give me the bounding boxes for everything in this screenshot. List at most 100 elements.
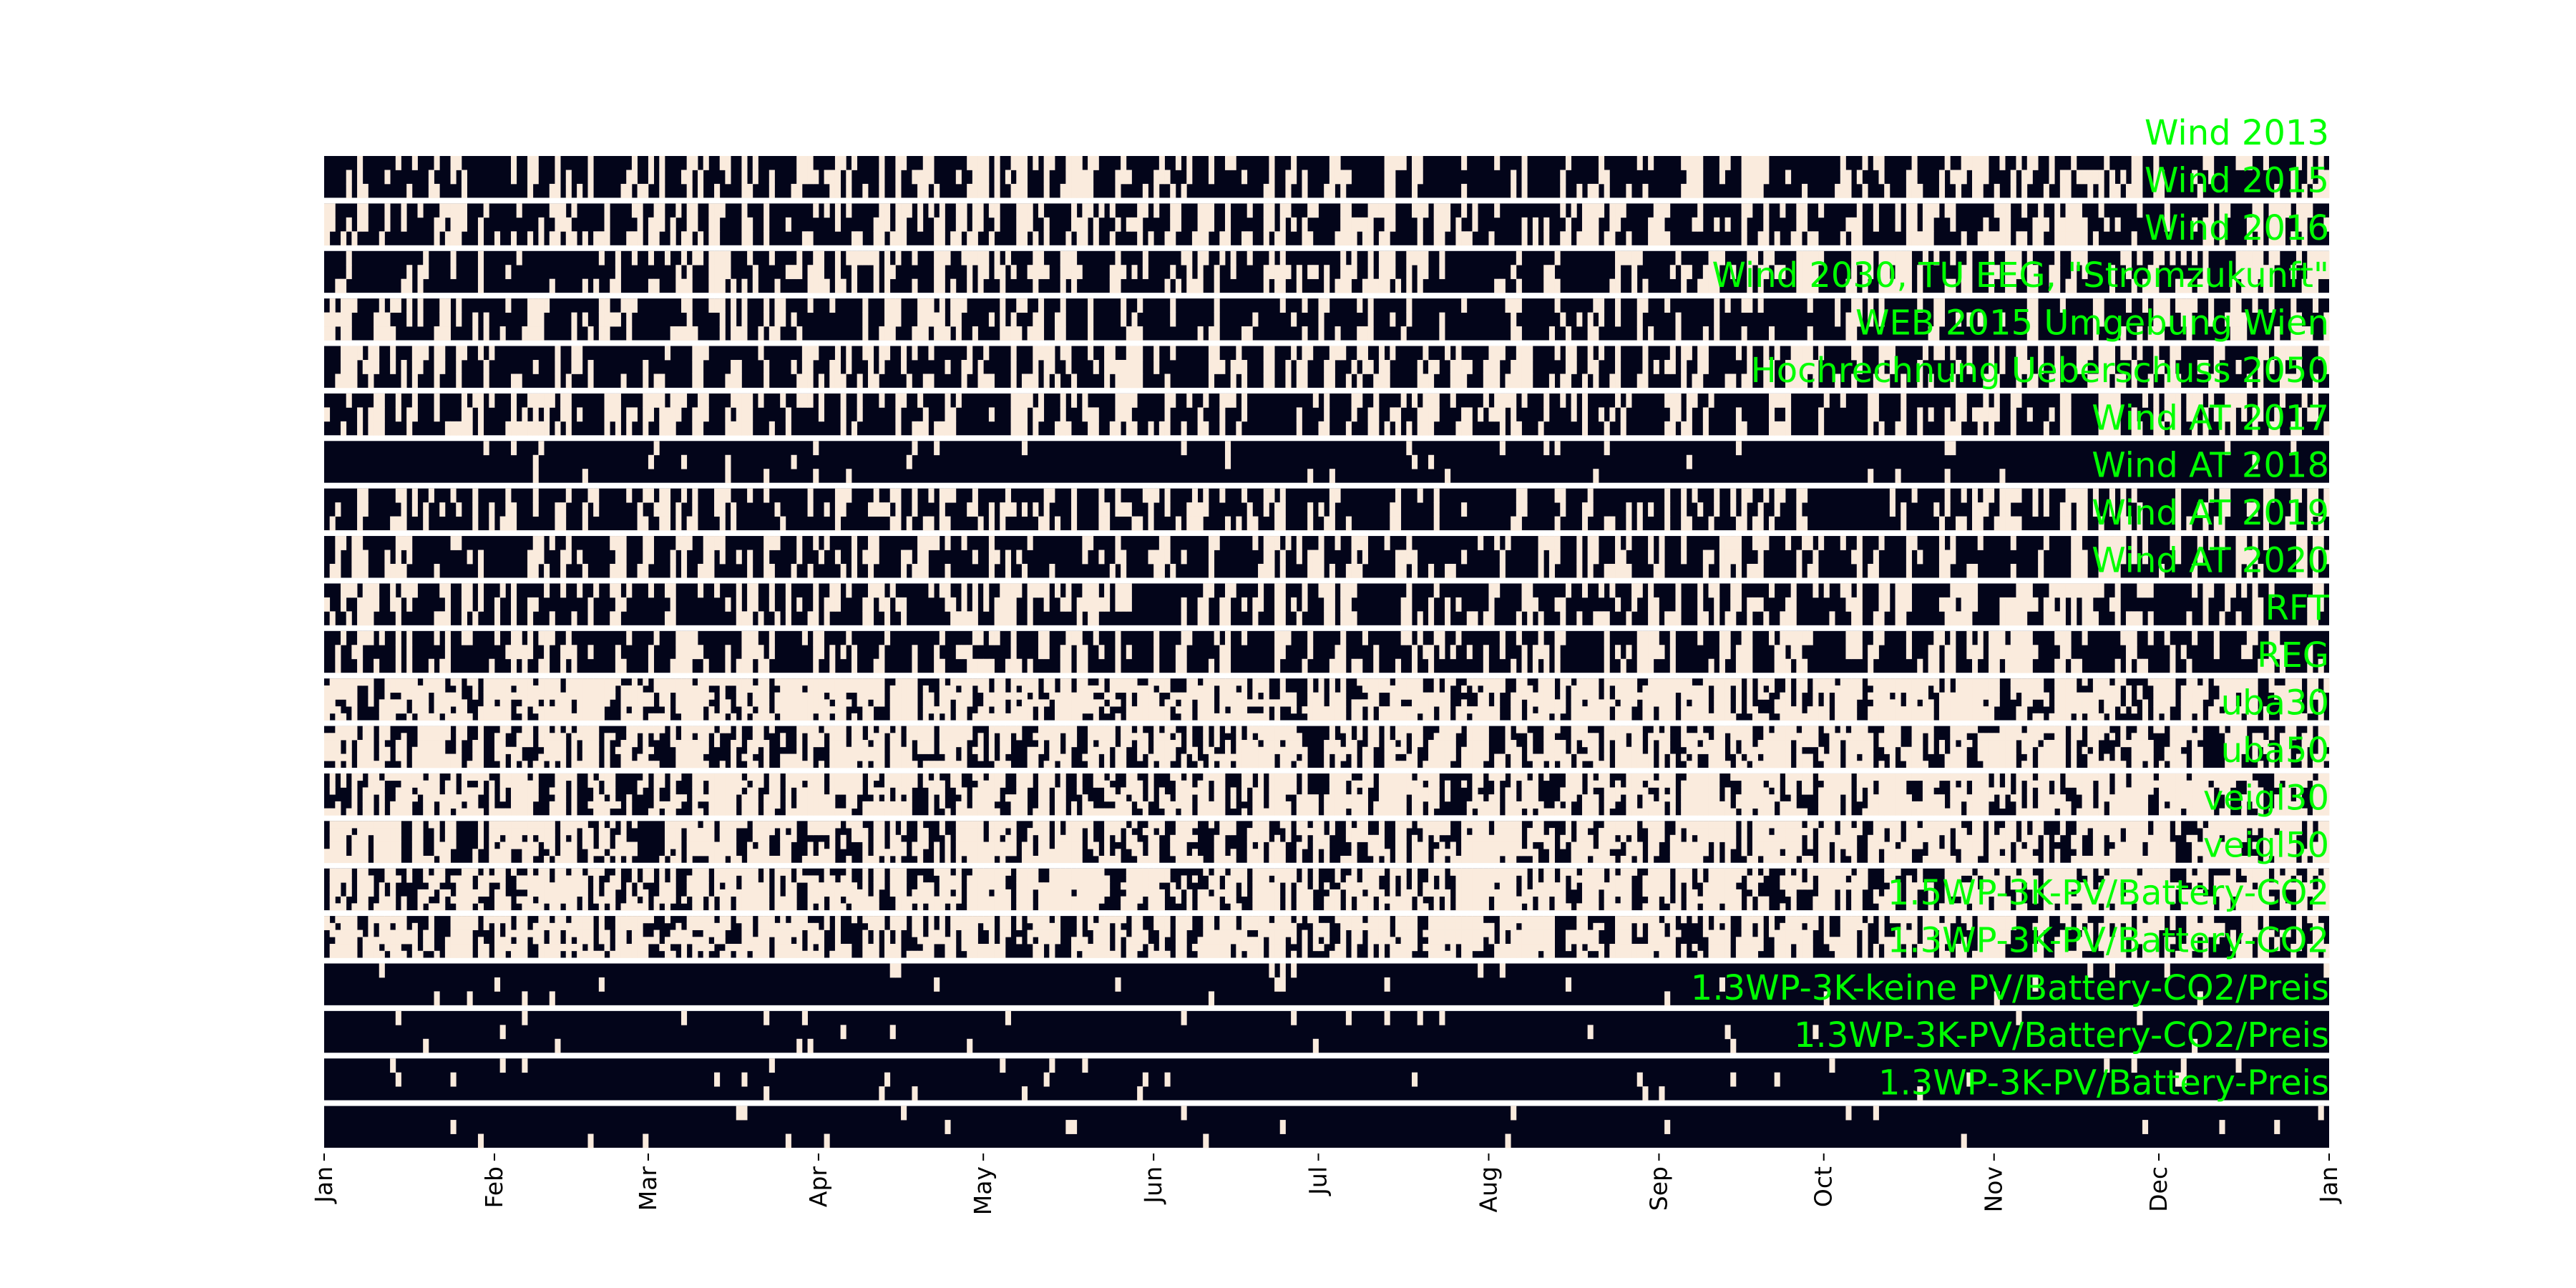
heatmap-cell bbox=[725, 421, 731, 436]
heatmap-cell bbox=[967, 502, 973, 517]
heatmap-cell bbox=[1367, 278, 1374, 293]
heatmap-cell bbox=[2230, 326, 2236, 341]
heatmap-cell bbox=[1021, 156, 1028, 170]
heatmap-cell bbox=[461, 170, 467, 185]
heatmap-cell bbox=[1082, 536, 1088, 550]
heatmap-cell bbox=[1208, 170, 1215, 185]
heatmap-cell bbox=[1724, 156, 1731, 170]
heatmap-cell bbox=[791, 312, 797, 327]
heatmap-cell bbox=[1038, 326, 1045, 341]
heatmap-cell bbox=[1351, 393, 1357, 408]
heatmap-cell bbox=[2065, 183, 2072, 198]
heatmap-cell bbox=[1565, 359, 1572, 374]
heatmap-cell bbox=[829, 692, 836, 700]
heatmap-cell bbox=[653, 374, 660, 389]
heatmap-cell bbox=[417, 692, 424, 700]
heatmap-cell bbox=[1983, 217, 1989, 232]
heatmap-cell bbox=[494, 611, 501, 626]
heatmap-cell bbox=[2059, 421, 2066, 436]
heatmap-cell bbox=[1461, 713, 1468, 721]
heatmap-cell bbox=[829, 583, 836, 598]
heatmap-cell bbox=[1329, 692, 1335, 700]
heatmap-cell bbox=[698, 393, 704, 408]
heatmap-cell bbox=[1692, 706, 1698, 714]
heatmap-cell bbox=[983, 250, 990, 265]
heatmap-cell bbox=[565, 536, 572, 550]
heatmap-cell bbox=[1367, 265, 1374, 280]
heatmap-cell bbox=[664, 250, 671, 265]
heatmap-cell bbox=[2274, 231, 2280, 246]
heatmap-cell bbox=[664, 706, 671, 714]
heatmap-cell bbox=[1197, 278, 1204, 293]
heatmap-cell bbox=[1648, 156, 1654, 170]
heatmap-cell bbox=[972, 597, 978, 612]
heatmap-cell bbox=[1587, 346, 1594, 361]
heatmap-cell bbox=[873, 678, 879, 686]
heatmap-cell bbox=[450, 488, 457, 503]
heatmap-cell bbox=[2252, 550, 2258, 565]
heatmap-cell bbox=[1813, 563, 1819, 578]
heatmap-cell bbox=[1719, 706, 1725, 714]
heatmap-cell bbox=[1664, 692, 1671, 700]
heatmap-cell bbox=[1181, 692, 1187, 700]
heatmap-cell bbox=[977, 156, 984, 170]
heatmap-cell bbox=[2082, 630, 2088, 645]
heatmap-cell bbox=[1109, 203, 1116, 218]
heatmap-cell bbox=[1735, 421, 1742, 436]
heatmap-cell bbox=[879, 502, 885, 517]
heatmap-cell bbox=[945, 583, 951, 598]
heatmap-cell bbox=[2235, 265, 2242, 280]
heatmap-cell bbox=[1258, 713, 1264, 721]
heatmap-cell bbox=[648, 393, 655, 408]
heatmap-cell bbox=[2197, 278, 2203, 293]
heatmap-cell bbox=[406, 685, 413, 693]
heatmap-cell bbox=[939, 231, 945, 246]
heatmap-cell bbox=[1741, 374, 1747, 389]
heatmap-cell bbox=[2263, 278, 2269, 293]
heatmap-cell bbox=[1851, 597, 1858, 612]
heatmap-cell bbox=[901, 692, 907, 700]
heatmap-cell bbox=[719, 685, 726, 693]
heatmap-cell bbox=[1367, 699, 1374, 707]
heatmap-cell bbox=[950, 312, 957, 327]
heatmap-cell bbox=[829, 183, 836, 198]
heatmap-cell bbox=[680, 298, 688, 313]
heatmap-cell bbox=[1423, 421, 1429, 436]
heatmap-cell bbox=[1428, 374, 1435, 389]
heatmap-cell bbox=[1955, 393, 1962, 408]
heatmap-cell bbox=[2120, 250, 2127, 265]
heatmap-cell bbox=[499, 516, 506, 531]
heatmap-cell bbox=[686, 170, 693, 185]
heatmap-cell bbox=[934, 217, 940, 232]
heatmap-cell bbox=[2202, 407, 2209, 422]
heatmap-cell bbox=[1516, 611, 1522, 626]
heatmap-cell bbox=[1033, 278, 1039, 293]
heatmap-cell bbox=[2159, 312, 2165, 327]
heatmap-cell bbox=[1121, 550, 1127, 565]
heatmap-cell bbox=[1532, 217, 1538, 232]
heatmap-cell bbox=[2175, 346, 2182, 361]
heatmap-cell bbox=[1230, 156, 1236, 170]
heatmap-cell bbox=[456, 685, 462, 693]
heatmap-cell bbox=[1000, 502, 1006, 517]
heatmap-cell bbox=[2054, 583, 2061, 598]
heatmap-cell bbox=[2301, 393, 2308, 408]
heatmap-cell bbox=[1466, 611, 1473, 626]
heatmap-cell bbox=[659, 203, 665, 218]
heatmap-cell bbox=[1747, 183, 1753, 198]
heatmap-cell bbox=[1131, 359, 1138, 374]
heatmap-cell bbox=[1543, 658, 1550, 673]
heatmap-cell bbox=[582, 713, 588, 721]
heatmap-cell bbox=[423, 692, 429, 700]
heatmap-cell bbox=[1686, 156, 1692, 170]
heatmap-cell bbox=[972, 502, 978, 517]
heatmap-cell bbox=[374, 326, 380, 341]
heatmap-cell bbox=[1411, 550, 1418, 565]
heatmap-cell bbox=[1768, 250, 1775, 265]
heatmap-cell bbox=[1587, 563, 1594, 578]
heatmap-cell bbox=[2235, 326, 2242, 341]
heatmap-cell bbox=[2296, 488, 2303, 503]
heatmap-cell bbox=[1889, 250, 1896, 265]
heatmap-cell bbox=[1088, 692, 1094, 700]
heatmap-cell bbox=[2274, 346, 2280, 361]
